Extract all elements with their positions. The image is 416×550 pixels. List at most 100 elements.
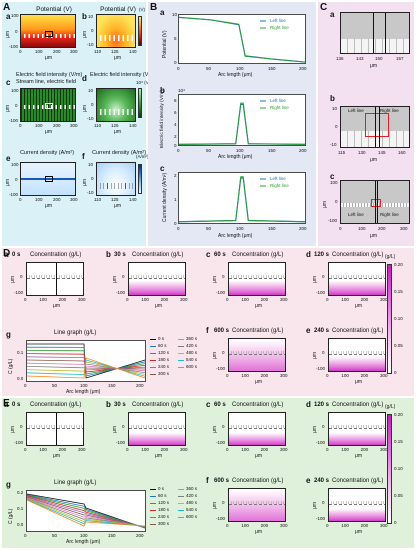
legend-left-line: Left line [270,98,286,103]
legend-label: 120 s [158,500,170,505]
line-graph-title: Line graph (g/L) [54,330,97,336]
tick: 0 [91,102,94,107]
legend-label: 600 s [186,514,198,519]
chart-frame [178,94,306,146]
tick: 200 [58,297,67,302]
legend-right-line: Right line [270,183,289,188]
legend-label: 300 s [158,371,170,376]
panel-ae-letter: e [6,154,11,163]
legend-label: 300 s [158,521,170,526]
x-axis-label: μm [45,203,53,209]
y-axis-label: μm [312,351,318,359]
panel-letter: e [306,326,311,335]
electrode-pillars [229,274,285,278]
time-label: 600 s [214,328,230,334]
tick: 300 [180,447,188,452]
tick: 125 [111,197,119,202]
series-line [26,494,146,529]
tick: 160 [398,150,406,155]
tick: -100 [316,440,326,445]
electrode-pillars [341,39,409,53]
concentration-plot [26,262,84,296]
tick: 150 [108,533,116,538]
panel-title: Concentration (g/L) [332,402,384,408]
panel-ad-letter: d [82,74,87,83]
concentration-plot [128,412,186,446]
tick: 110 [94,123,102,128]
tick: 200 [53,49,61,54]
tick: 300 [380,447,388,452]
tick: 130 [358,150,366,155]
legend-swatch [178,502,184,504]
section-e-label: E [3,398,10,409]
panel-aa-title: Potential (V) [36,6,72,13]
y-axis-label: μm [312,501,318,509]
tick: -100 [116,440,126,445]
boundary-dashed-line [329,353,385,355]
panel-title: Concentration (g/L) [30,402,82,408]
panel-cc-letter: c [330,172,335,181]
panel-title: Concentration (g/L) [232,402,284,408]
y-axis-label: μm [312,425,318,433]
legend-swatch [178,495,184,497]
panel-ac-plot [20,88,76,122]
tick: 0 [222,423,225,429]
y-axis-label: μm [82,178,88,186]
tick: 0 [322,423,325,429]
zoom-box [45,31,53,37]
tick: 115 [338,150,346,155]
legend-label: 60 s [158,343,167,348]
left-line [373,13,374,53]
electrode-pillars [97,35,135,41]
tick: 0 [91,28,94,33]
colorbar-tick: 0.20 [394,262,403,267]
panel-ac-subtitle: Stream line, electric field [16,79,76,85]
tick: 0 [24,447,27,452]
tick: 0 [226,523,229,528]
electrode-pillars [27,274,83,278]
legend-swatch [178,509,184,511]
section-c: C a 136 143 150 157 μm b Left line Right… [318,2,414,246]
tick: 6 [174,110,177,115]
tick: 0 [15,103,18,108]
tick: 0 [15,29,18,34]
tick: 100 [35,197,43,202]
time-label: 0 s [12,402,21,408]
electrode-pillars [229,500,285,504]
tick: 200 [260,523,269,528]
concentration-line-chart [26,340,146,382]
panel-aa-letter: a [6,12,11,21]
current-line-chart [178,172,306,224]
tick: 8 [174,98,177,103]
tick: 0.1 [17,350,24,355]
x-axis-label: μm [53,303,61,309]
electrode-pillars [229,424,285,428]
tick: 0 [322,499,325,505]
current-band [21,178,75,180]
legend-swatch [150,359,156,361]
colorbar-tick: 0.15 [394,439,403,444]
concentration-plot [228,262,286,296]
y-axis-label: μm [82,104,88,112]
legend-swatch [178,345,184,347]
tick: 0 [19,197,22,202]
y-axis-label: μm [212,351,218,359]
tick: -100 [9,44,19,49]
tick: -10 [87,190,94,195]
panel-bc-letter: c [160,164,165,173]
tick: 200 [299,226,307,231]
tick: 145 [378,150,386,155]
tick: 10 [88,162,94,167]
section-c-label: C [320,2,328,13]
section-a: A a Potential (V) 100 0 -100 0 100 200 3… [2,2,156,246]
tick: -100 [14,440,24,445]
x-axis-label: Arc length (μm) [218,154,253,160]
colorbar [138,164,142,194]
legend-label: 540 s [186,507,198,512]
legend-right-line: Right line [270,25,289,30]
tick: 0 [15,177,18,182]
tick: 0 [91,176,94,181]
tick: 100 [141,297,149,302]
series-line [26,496,146,528]
